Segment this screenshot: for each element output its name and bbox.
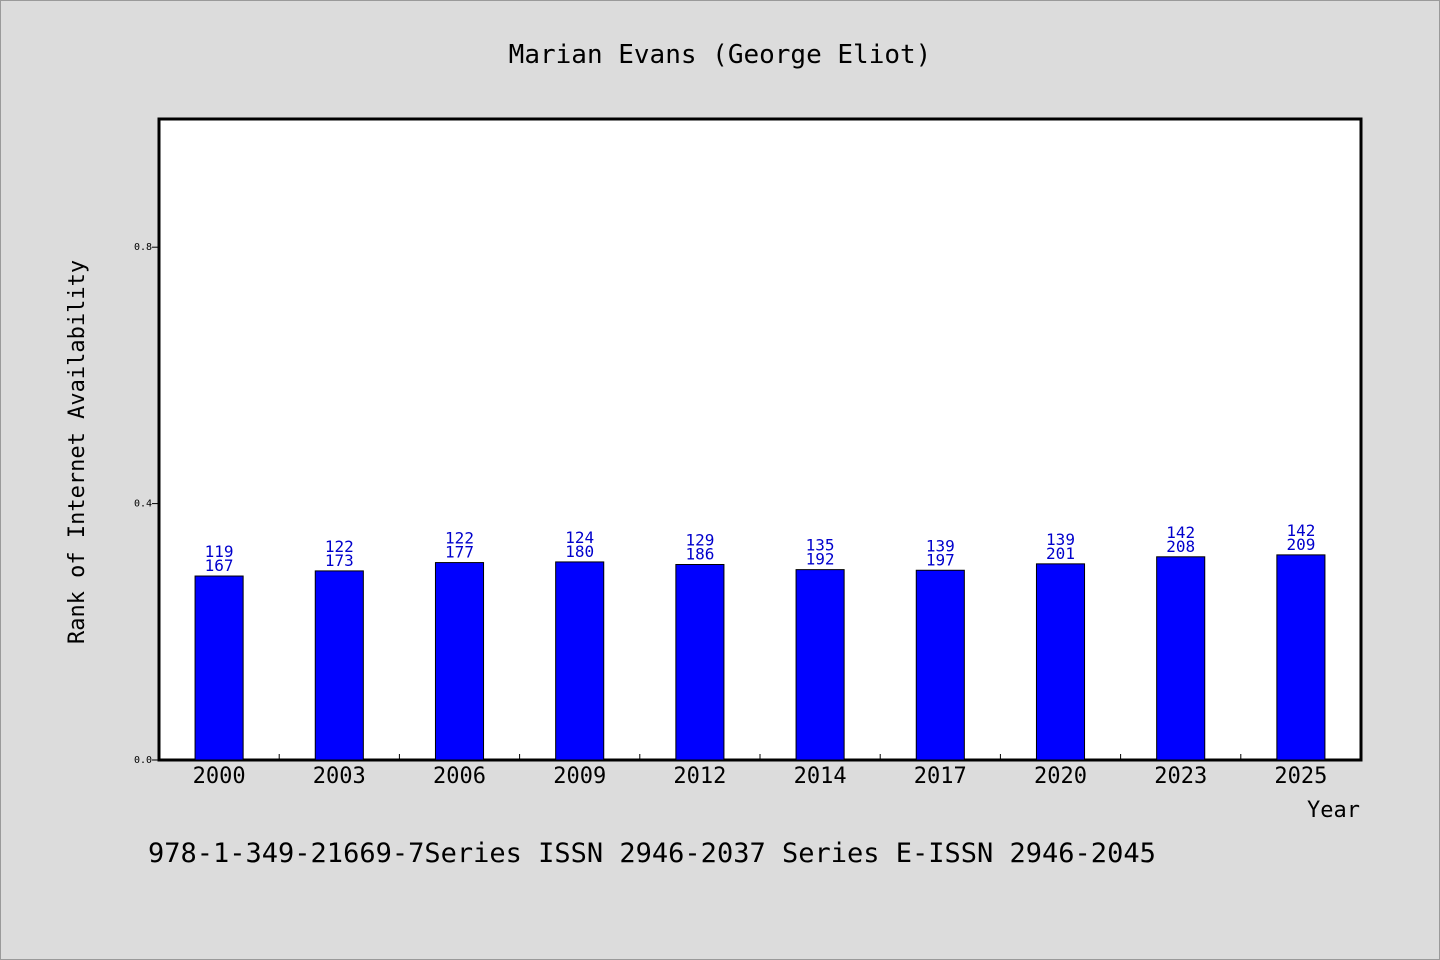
x-tick-label: 2023	[1154, 764, 1207, 789]
bar-2023	[1156, 556, 1206, 761]
bar-label-top: 119	[205, 542, 234, 561]
isbn-issn-footer: 978-1-349-21669-7Series ISSN 2946-2037 S…	[148, 838, 1156, 869]
y-axis: 0.0 0.4 0.8	[134, 242, 159, 766]
x-tick-label: 2009	[553, 764, 606, 789]
y-tick-label: 0.4	[134, 499, 152, 510]
x-tick-label: 2025	[1274, 764, 1327, 789]
bar-2025	[1276, 554, 1326, 761]
bar-2012	[675, 563, 725, 761]
bar-label-bottom: 201	[1046, 544, 1075, 563]
bar-2017	[915, 569, 965, 761]
bar-label-bottom: 197	[926, 550, 955, 569]
bar-2014	[795, 569, 845, 761]
bar-label-bottom: 208	[1166, 537, 1195, 556]
bar-label-bottom: 186	[685, 544, 714, 563]
bar-label-bottom: 177	[445, 543, 474, 562]
bar-label-top: 139	[926, 536, 955, 555]
bar-2003	[314, 570, 364, 761]
x-tick-label: 2017	[914, 764, 967, 789]
x-tick-label: 2006	[433, 764, 486, 789]
x-tick-label: 2012	[673, 764, 726, 789]
bar-label-top: 124	[565, 528, 594, 547]
bar-label-top: 135	[806, 536, 835, 555]
x-tick-label: 2000	[193, 764, 246, 789]
bar-label-top: 122	[325, 537, 354, 556]
bar-label-bottom: 167	[205, 556, 234, 575]
bar-label-top: 122	[445, 529, 474, 548]
bar-2009	[555, 561, 605, 761]
x-axis-label: Year	[1307, 798, 1360, 823]
bar-2000	[194, 575, 244, 761]
chart-title: Marian Evans (George Eliot)	[509, 40, 932, 70]
bar-2006	[434, 562, 485, 761]
bars	[194, 554, 1326, 761]
bar-label-bottom: 180	[565, 542, 594, 561]
x-tick-label: 2020	[1034, 764, 1087, 789]
bar-label-bottom: 192	[806, 550, 835, 569]
x-axis: 2000 2003 2006 2009 2012 2014 2017 2020 2023 2025	[193, 754, 1327, 789]
bar-label-top: 139	[1046, 530, 1075, 549]
bar-label-top: 142	[1286, 521, 1315, 540]
y-tick-label: 0.8	[134, 242, 152, 253]
x-tick-label: 2014	[794, 764, 847, 789]
bar-2020	[1035, 563, 1086, 761]
y-tick-label: 0.0	[134, 755, 152, 766]
bar-label-bottom: 173	[325, 551, 354, 570]
bar-label-bottom: 209	[1286, 535, 1315, 554]
bar-label-top: 129	[685, 530, 714, 549]
bar-label-top: 142	[1166, 523, 1195, 542]
x-tick-label: 2003	[313, 764, 366, 789]
y-axis-label: Rank of Internet Availability	[65, 260, 90, 644]
